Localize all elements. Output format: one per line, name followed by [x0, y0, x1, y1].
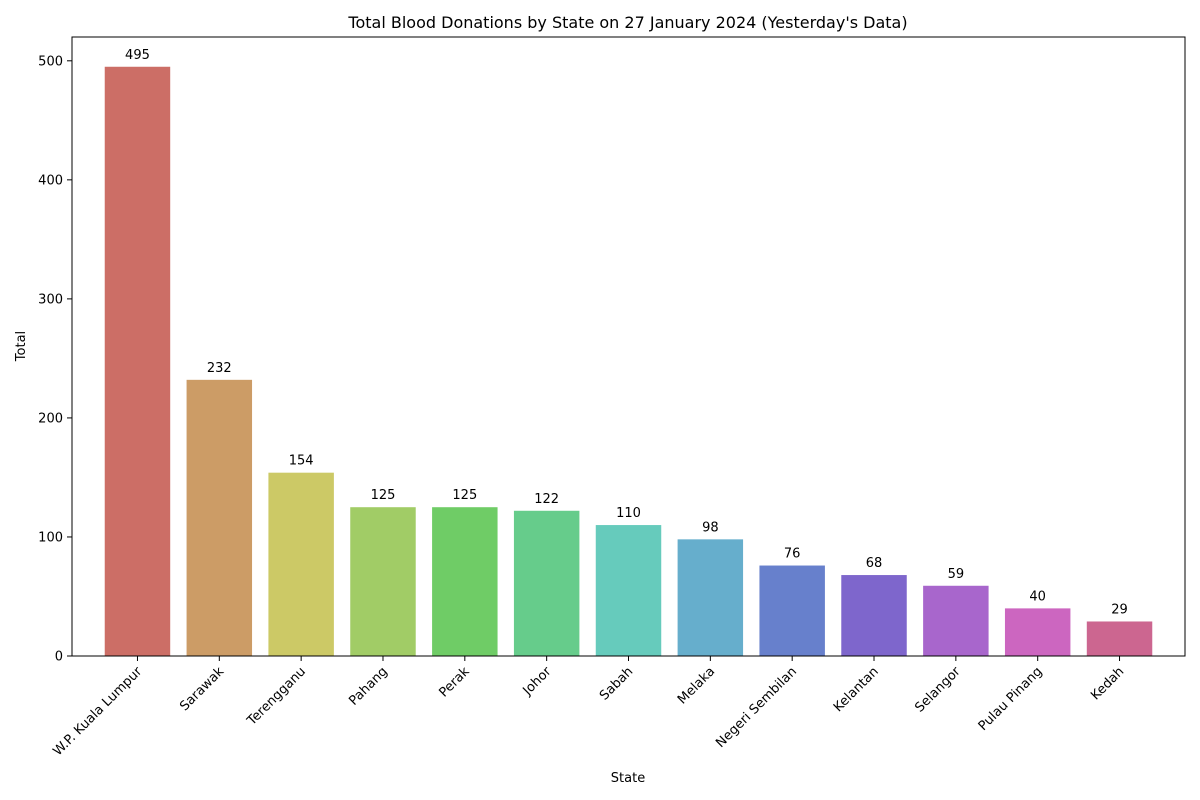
data-labels: 495 232 154 125 125 122 110 98 76 68 59 40 29	[125, 48, 1128, 618]
bar	[595, 525, 662, 656]
data-label: 232	[207, 361, 232, 376]
data-label: 495	[125, 48, 150, 63]
bar	[350, 507, 416, 656]
y-axis: 0 100 200 300 400 500	[38, 54, 72, 665]
data-label: 68	[866, 556, 883, 571]
bar	[186, 379, 253, 656]
x-tick-label: Pulau Pinang	[976, 664, 1046, 734]
bar	[841, 575, 907, 656]
x-tick-label: Melaka	[675, 664, 718, 707]
bar	[923, 585, 989, 656]
data-label: 98	[702, 520, 719, 535]
data-label: 76	[784, 547, 801, 562]
data-label: 40	[1029, 589, 1046, 604]
x-tick-label: Sabah	[597, 664, 636, 703]
data-label: 59	[948, 567, 965, 582]
plot-frame	[71, 36, 1186, 657]
bar	[677, 539, 744, 656]
x-tick-label: Selangor	[912, 664, 964, 716]
bar	[513, 510, 580, 656]
bar	[432, 507, 498, 656]
x-tick-label: Terengganu	[244, 664, 309, 729]
x-tick-label: Kelantan	[831, 664, 882, 715]
x-tick-label: Negeri Sembilan	[713, 664, 800, 751]
y-tick-label: 500	[38, 54, 63, 69]
y-tick-label: 0	[55, 650, 63, 665]
x-tick-label: Johor	[520, 664, 555, 699]
bar	[1004, 608, 1071, 656]
data-label: 122	[534, 492, 559, 507]
x-tick-label: Perak	[436, 664, 473, 701]
y-tick-label: 300	[38, 292, 63, 307]
x-axis-label: State	[611, 771, 645, 786]
bar	[104, 66, 171, 656]
y-tick-label: 100	[38, 530, 63, 545]
x-tick-label: W.P. Kuala Lumpur	[50, 664, 145, 759]
bar	[759, 565, 825, 656]
bar	[1086, 621, 1153, 656]
data-label: 154	[289, 454, 314, 469]
x-tick-label: Kedah	[1088, 664, 1127, 703]
chart-title: Total Blood Donations by State on 27 Jan…	[347, 13, 907, 32]
data-label: 125	[371, 488, 396, 503]
y-tick-label: 400	[38, 173, 63, 188]
x-tick-label: Pahang	[346, 664, 390, 708]
y-axis-label: Total	[14, 331, 29, 362]
data-label: 29	[1111, 602, 1128, 617]
x-tick-label: Sarawak	[177, 664, 227, 714]
data-label: 110	[616, 506, 641, 521]
bars-layer	[104, 66, 1153, 656]
y-tick-label: 200	[38, 411, 63, 426]
data-label: 125	[452, 488, 477, 503]
x-axis: W.P. Kuala Lumpur Sarawak Terengganu Pahang…	[50, 656, 1127, 759]
bar	[268, 472, 334, 656]
